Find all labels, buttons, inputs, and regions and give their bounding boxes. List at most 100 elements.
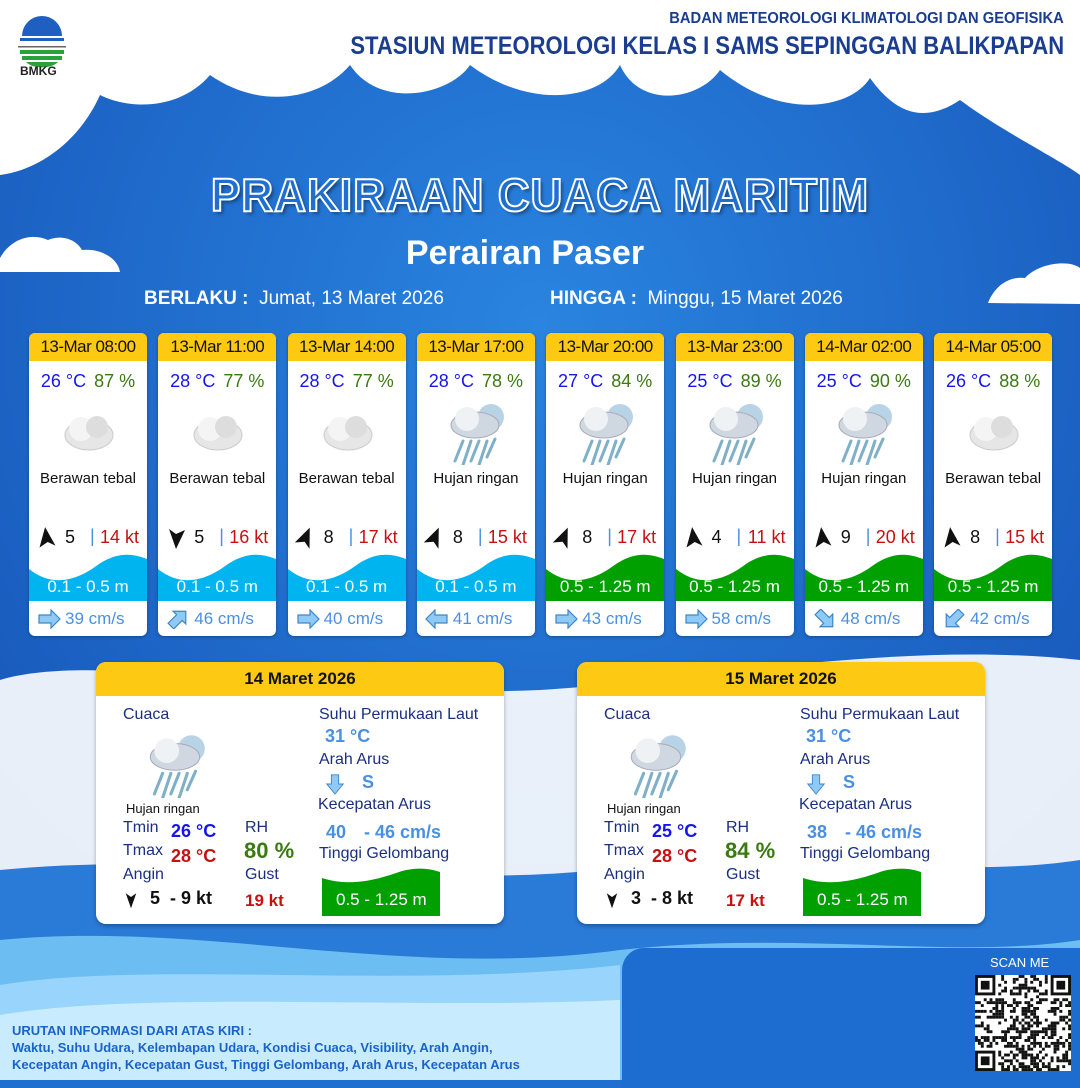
qr-module bbox=[1024, 995, 1028, 999]
cloud-icon bbox=[64, 416, 114, 451]
wind-speed: 8 bbox=[970, 527, 981, 547]
qr-module bbox=[1012, 992, 1016, 996]
qr-module bbox=[1044, 1053, 1048, 1057]
qr-module bbox=[1053, 1033, 1057, 1037]
wind-direction-icon bbox=[39, 527, 56, 548]
qr-module bbox=[1039, 1021, 1042, 1025]
qr-module bbox=[1030, 1033, 1034, 1037]
qr-module bbox=[1012, 986, 1016, 990]
wind-speed: 5 bbox=[65, 527, 76, 547]
qr-code[interactable] bbox=[975, 975, 1071, 1071]
qr-module bbox=[995, 1041, 999, 1045]
wave-height: 0.5 - 1.25 m bbox=[947, 577, 1039, 596]
forecast-card: 14-Mar 05:00 26 °C 88 % Berawan tebal 8 | 1… bbox=[934, 333, 1053, 636]
qr-module bbox=[1036, 1007, 1039, 1010]
wave-height-icon bbox=[29, 554, 147, 601]
qr-module bbox=[983, 998, 987, 1002]
humidity: 90 % bbox=[869, 371, 911, 391]
wind-direction-icon bbox=[815, 527, 832, 548]
qr-module bbox=[1015, 1041, 1019, 1045]
current-speed: 58 cm/s bbox=[711, 609, 772, 628]
current-direction-icon bbox=[684, 609, 708, 629]
qr-module bbox=[1053, 1041, 1057, 1045]
qr-module bbox=[975, 1001, 978, 1005]
daily-date: 15 Maret 2026 bbox=[577, 662, 985, 696]
wave-height-icon bbox=[416, 554, 535, 601]
qr-module bbox=[1009, 1004, 1013, 1007]
wind-speed: 5 bbox=[194, 527, 205, 547]
qr-module bbox=[1047, 1062, 1051, 1066]
qr-module bbox=[1024, 1015, 1028, 1019]
qr-module bbox=[1018, 1050, 1022, 1054]
qr-module bbox=[995, 1001, 999, 1005]
qr-module bbox=[1059, 1001, 1063, 1005]
qr-module bbox=[1044, 975, 1048, 978]
qr-module bbox=[1036, 1065, 1039, 1069]
qr-module bbox=[1039, 1030, 1042, 1034]
cloud-icon bbox=[323, 416, 373, 451]
qr-module bbox=[1044, 992, 1048, 996]
qr-module bbox=[1004, 1001, 1007, 1005]
qr-module bbox=[1007, 1053, 1010, 1057]
qr-module bbox=[1065, 1056, 1069, 1060]
qr-module bbox=[1018, 986, 1022, 990]
qr-module bbox=[1050, 1027, 1054, 1031]
forecast-card: 13-Mar 17:00 28 °C 78 % Hujan ringan 8 | 15… bbox=[416, 333, 535, 636]
sst-value: 31 °C bbox=[325, 726, 371, 746]
qr-module bbox=[1021, 1012, 1025, 1016]
qr-module bbox=[1033, 989, 1037, 993]
qr-module bbox=[1018, 992, 1022, 996]
qr-module bbox=[1001, 1062, 1005, 1066]
tmin-label: Tmin bbox=[604, 819, 640, 836]
qr-module bbox=[1059, 1009, 1063, 1013]
qr-module bbox=[1024, 1065, 1028, 1069]
qr-module bbox=[998, 1021, 1002, 1025]
qr-module bbox=[1056, 1021, 1060, 1025]
qr-module bbox=[998, 992, 1002, 996]
gust-value: 19 kt bbox=[245, 891, 284, 910]
wave-height-icon bbox=[803, 868, 921, 916]
qr-module bbox=[986, 1044, 990, 1048]
qr-module bbox=[1041, 1027, 1045, 1031]
qr-module bbox=[1001, 1004, 1005, 1007]
qr-module bbox=[1024, 1021, 1028, 1025]
qr-module bbox=[1033, 977, 1037, 981]
qr-module bbox=[1062, 1041, 1066, 1045]
current-direction-icon bbox=[38, 609, 61, 629]
qr-module bbox=[1050, 1068, 1054, 1071]
qr-module bbox=[1047, 1068, 1051, 1071]
qr-module bbox=[1059, 1018, 1063, 1022]
qr-module bbox=[986, 1027, 990, 1031]
qr-module bbox=[1036, 1056, 1039, 1060]
tmax-value: 28 °C bbox=[652, 846, 698, 866]
qr-module bbox=[1024, 980, 1028, 984]
qr-module bbox=[1068, 1044, 1071, 1048]
current-direction-icon bbox=[296, 609, 320, 629]
qr-module bbox=[1004, 1053, 1007, 1057]
qr-module bbox=[1021, 1047, 1025, 1051]
weather-condition: Hujan ringan bbox=[691, 470, 778, 487]
qr-module bbox=[1039, 1044, 1042, 1048]
qr-module bbox=[1039, 998, 1042, 1002]
qr-module bbox=[1053, 1047, 1057, 1051]
qr-module bbox=[1004, 1039, 1007, 1042]
qr-module bbox=[1015, 1027, 1019, 1031]
qr-module bbox=[1050, 1024, 1054, 1028]
rh-label: RH bbox=[245, 819, 269, 836]
qr-module bbox=[975, 1024, 978, 1028]
qr-module bbox=[1062, 998, 1066, 1002]
qr-module bbox=[1009, 989, 1013, 993]
top-clouds bbox=[0, 0, 1080, 175]
qr-module bbox=[1041, 998, 1045, 1002]
qr-module bbox=[1027, 1065, 1031, 1069]
qr-module bbox=[1024, 986, 1028, 990]
valid-to-label: HINGGA : bbox=[550, 288, 637, 309]
qr-module bbox=[992, 1015, 996, 1019]
qr-module bbox=[1024, 992, 1028, 996]
air-temperature: 28 °C bbox=[170, 371, 216, 391]
qr-module bbox=[1030, 975, 1034, 978]
qr-module bbox=[1030, 1004, 1034, 1007]
qr-module bbox=[1015, 1018, 1019, 1022]
qr-module bbox=[977, 1001, 981, 1005]
forecast-time: 13-Mar 14:00 bbox=[287, 333, 406, 361]
